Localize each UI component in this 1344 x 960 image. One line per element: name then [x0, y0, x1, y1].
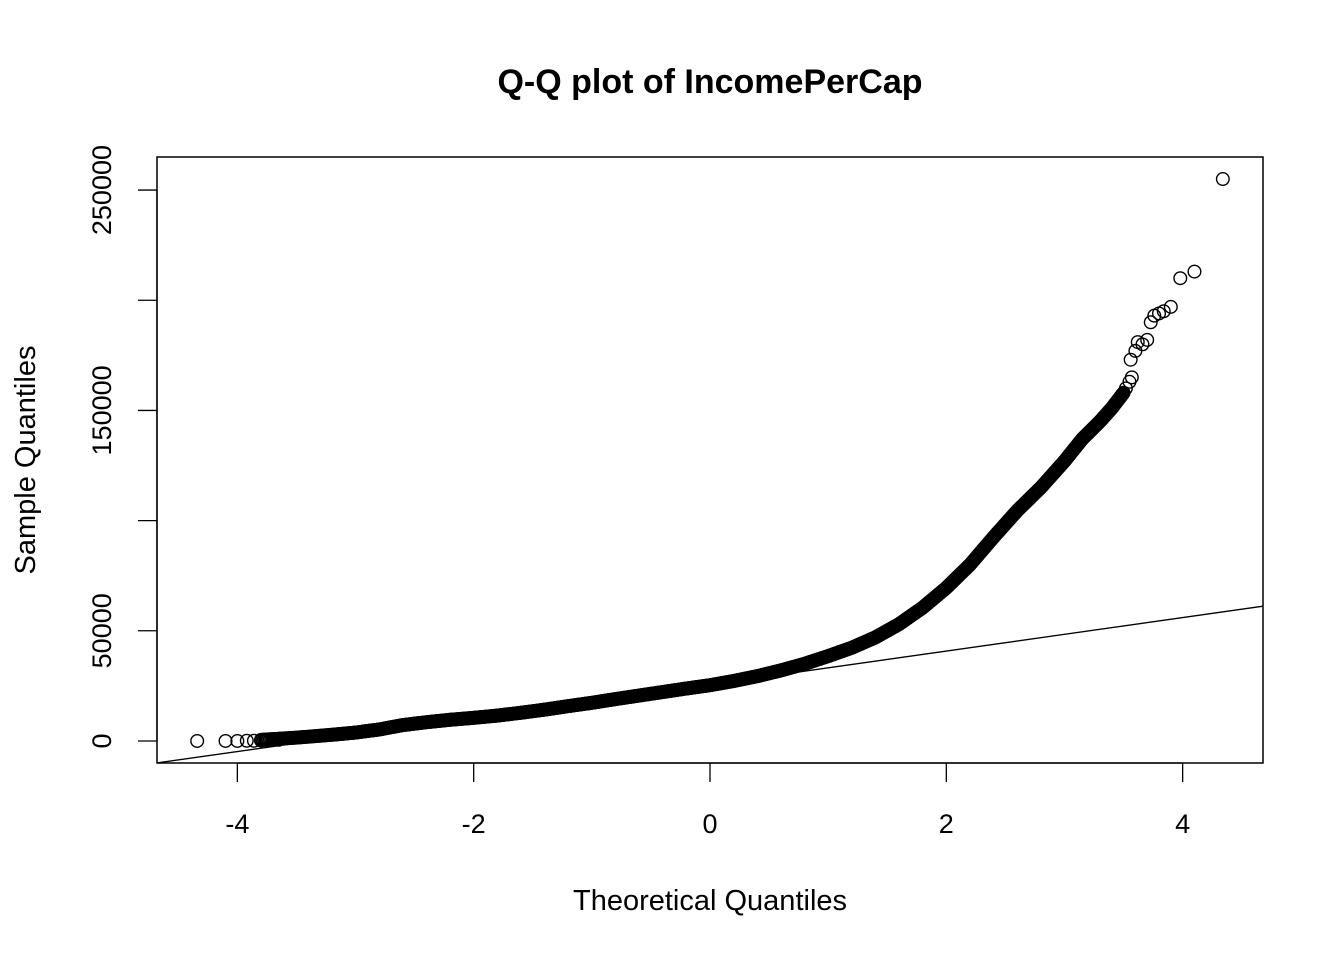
data-point [271, 732, 286, 747]
data-point [1135, 337, 1150, 352]
data-point [253, 733, 268, 748]
y-tick-label: 150000 [87, 365, 117, 455]
x-tick-label: 0 [702, 809, 717, 839]
x-tick-label: 2 [939, 809, 954, 839]
data-point [1123, 352, 1138, 367]
data-point [230, 733, 245, 748]
y-tick-label: 250000 [87, 145, 117, 235]
data-point [1140, 332, 1155, 347]
x-axis: -4 -2 0 2 4 [225, 762, 1190, 839]
x-tick-label: -2 [462, 809, 486, 839]
data-point [259, 733, 274, 748]
y-tick-label: 50000 [87, 593, 117, 668]
y-axis-label: Sample Quantiles [10, 346, 42, 575]
plot-frame [156, 156, 1264, 764]
data-point [1118, 381, 1133, 396]
data-point [1124, 370, 1139, 385]
data-point [1173, 271, 1188, 286]
data-point [1143, 315, 1158, 330]
y-tick-label: 0 [87, 733, 117, 748]
data-point [1187, 264, 1202, 279]
chart-title: Q-Q plot of IncomePerCap [497, 63, 922, 101]
x-tick-label: 4 [1175, 809, 1190, 839]
data-point [265, 733, 280, 748]
y-axis: 0 50000 150000 250000 [87, 145, 158, 748]
data-point [1163, 299, 1178, 314]
data-point [190, 733, 205, 748]
data-point [239, 733, 254, 748]
data-point [1215, 172, 1230, 187]
x-tick-label: -4 [225, 809, 249, 839]
x-axis-label: Theoretical Quantiles [573, 885, 847, 917]
data-point [1156, 304, 1171, 319]
data-point [218, 733, 233, 748]
